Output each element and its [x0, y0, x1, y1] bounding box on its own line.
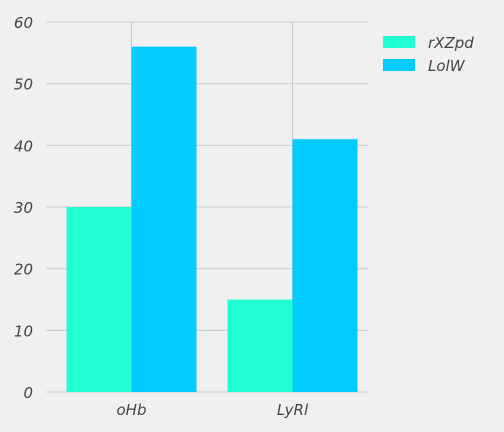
y-tick-label: 50: [14, 76, 33, 94]
legend: rXZpd LolW: [383, 34, 474, 75]
bar-LolW-oHb: [131, 46, 197, 393]
bar-rXZpd-LyRl: [227, 299, 293, 392]
y-axis-tick-labels: 0 10 20 30 40 50 60: [14, 14, 33, 402]
legend-label-series-2: LolW: [428, 57, 466, 75]
legend-swatch-series-2: [383, 59, 415, 71]
bar-LolW-LyRl: [292, 139, 358, 392]
legend-label-series-1: rXZpd: [428, 34, 474, 52]
x-axis-tick-labels: oHb LyRl: [117, 401, 309, 419]
y-tick-label: 10: [14, 322, 33, 340]
bars: [66, 46, 358, 393]
x-tick-label: oHb: [117, 401, 147, 419]
y-tick-label: 60: [14, 14, 33, 32]
bar-rXZpd-oHb: [66, 207, 132, 392]
x-tick-label: LyRl: [277, 401, 309, 419]
y-tick-label: 20: [14, 261, 33, 279]
y-tick-label: 30: [14, 199, 33, 217]
y-tick-label: 40: [14, 137, 33, 155]
y-tick-label: 0: [23, 384, 33, 402]
legend-swatch-series-1: [383, 36, 415, 48]
